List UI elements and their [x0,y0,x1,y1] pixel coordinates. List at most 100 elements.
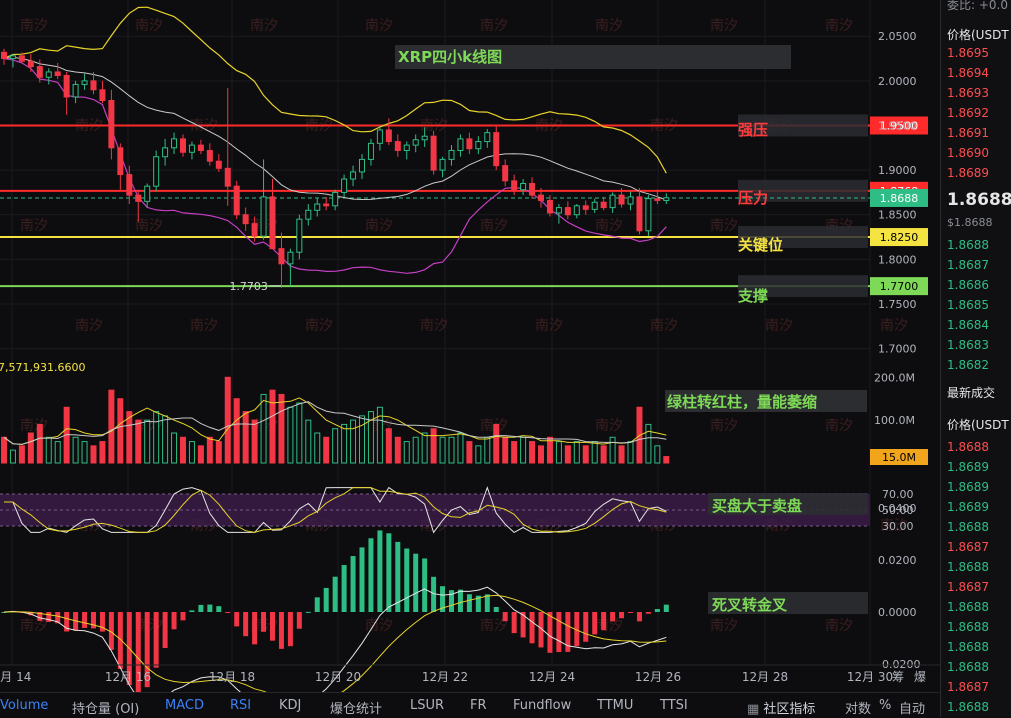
trade-row[interactable]: 1.8689 [947,460,989,474]
volume-bar [144,419,151,464]
trade-row[interactable]: 1.8689 [947,500,989,514]
indicator-tab-macd[interactable]: MACD [165,698,204,713]
macd-histogram-bar [37,612,43,621]
ask-row[interactable]: 1.8695 [947,46,989,60]
indicator-tab-lsur[interactable]: LSUR [410,698,445,713]
candle-body [511,180,518,191]
trade-row[interactable]: 1.8688 [947,560,989,574]
log-scale-toggle[interactable]: 对数 [845,702,872,717]
volume-bar [359,415,365,464]
candle-body [654,198,661,201]
volume-bar [421,432,428,464]
indicator-tab-kdj[interactable]: KDJ [279,698,302,713]
volume-bar [242,411,249,464]
macd-histogram-bar [574,612,580,647]
trade-row[interactable]: 1.8688 [947,700,989,714]
candle-body [645,198,652,232]
ask-row[interactable]: 1.8692 [947,106,989,120]
level-tag-resist-strong [870,116,928,135]
candle-body [305,209,312,220]
trade-row[interactable]: 1.8689 [947,480,989,494]
indicator-tab-fr[interactable]: FR [470,698,487,713]
trade-row[interactable]: 1.8688 [947,660,989,674]
trade-row[interactable]: 1.8687 [947,580,989,594]
trade-row[interactable]: 1.8687 [947,680,989,694]
volume-bar [9,449,16,464]
level-note-resist: 压力 [738,189,769,207]
candle-body [314,203,321,211]
watermark: 南汐 [710,218,738,234]
volume-bar [206,436,213,464]
candle-body [18,55,25,62]
indicator-tab-oi[interactable]: 持仓量 (OI) [72,702,140,717]
candle-body [171,138,178,149]
ask-row[interactable]: 1.8694 [947,66,989,80]
auto-scale-toggle[interactable]: 自动 [899,702,926,717]
trades-price-header: 价格(USDT [947,418,1009,432]
volume-last-tag [870,449,928,465]
macd-dea-line [3,594,667,692]
trade-row[interactable]: 1.8688 [947,520,989,534]
candle-body [564,207,571,216]
bid-row[interactable]: 1.8686 [947,278,989,292]
watermark: 南汐 [595,418,623,434]
time-tick: 12月 26 [635,670,681,684]
macd-histogram-bar [663,604,669,612]
volume-bar [475,445,482,464]
watermark: 南汐 [825,418,853,434]
volume-bar [403,441,410,464]
volume-bar [81,441,88,464]
price-tick: 1.8000 [878,253,917,266]
candle-body [663,197,670,201]
trade-row[interactable]: 1.8688 [947,620,989,634]
level-tag-support [870,277,928,296]
indicator-tab-[interactable]: 爆仓统计 [330,702,383,717]
ask-row[interactable]: 1.8693 [947,86,989,100]
volume-bar [502,436,509,464]
candle-body [162,147,169,158]
watermark: 南汐 [825,618,853,634]
candle-body [573,205,580,216]
level-tag-label: 1.7700 [880,280,919,293]
percent-toggle[interactable]: % [879,698,892,713]
watermark: 南汐 [595,18,623,34]
candle-body [27,60,34,68]
macd-histogram-bar [117,612,123,669]
candle-body [323,203,330,207]
trade-row[interactable]: 1.8688 [947,440,989,454]
bid-row[interactable]: 1.8688 [947,238,989,252]
watermark: 南汐 [135,218,163,234]
volume-bar [376,406,383,464]
macd-histogram-bar [261,612,267,632]
community-indicator-tab[interactable]: ▦ 社区指标 [747,698,815,717]
macd-histogram-bar [601,612,607,631]
indicator-tab-rsi[interactable]: RSI [230,698,252,713]
candle-body [63,75,70,98]
level-note-box [738,275,868,298]
macd-histogram-bar [520,612,526,638]
ask-row[interactable]: 1.8689 [947,166,989,180]
bid-row[interactable]: 1.8682 [947,358,989,372]
indicator-tab-fundflow[interactable]: Fundflow [513,698,572,713]
trade-row[interactable]: 1.8688 [947,640,989,654]
bid-row[interactable]: 1.8683 [947,338,989,352]
watermark: 南汐 [880,518,908,534]
trade-row[interactable]: 1.8688 [947,600,989,614]
candle-body [144,185,151,202]
bid-row[interactable]: 1.8685 [947,298,989,312]
bid-row[interactable]: 1.8684 [947,318,989,332]
time-tick: 2月 14 [0,670,31,684]
ask-row[interactable]: 1.8690 [947,146,989,160]
ask-row[interactable]: 1.8691 [947,126,989,140]
bid-row[interactable]: 1.8687 [947,258,989,272]
order-book-panel: 委比: +0.0 价格(USDT 1.8695 1.8694 1.8693 1.869… [940,0,1011,717]
candle-body [251,223,258,237]
indicator-tab-ttmu[interactable]: TTMU [597,698,634,713]
trade-row[interactable]: 1.8687 [947,540,989,554]
macd-histogram-bar [198,604,204,612]
indicator-tab-volume[interactable]: Volume [0,698,49,713]
indicator-tab-ttsi[interactable]: TTSI [660,698,688,713]
volume-bar [305,419,312,464]
watermark: 南汐 [190,318,218,334]
